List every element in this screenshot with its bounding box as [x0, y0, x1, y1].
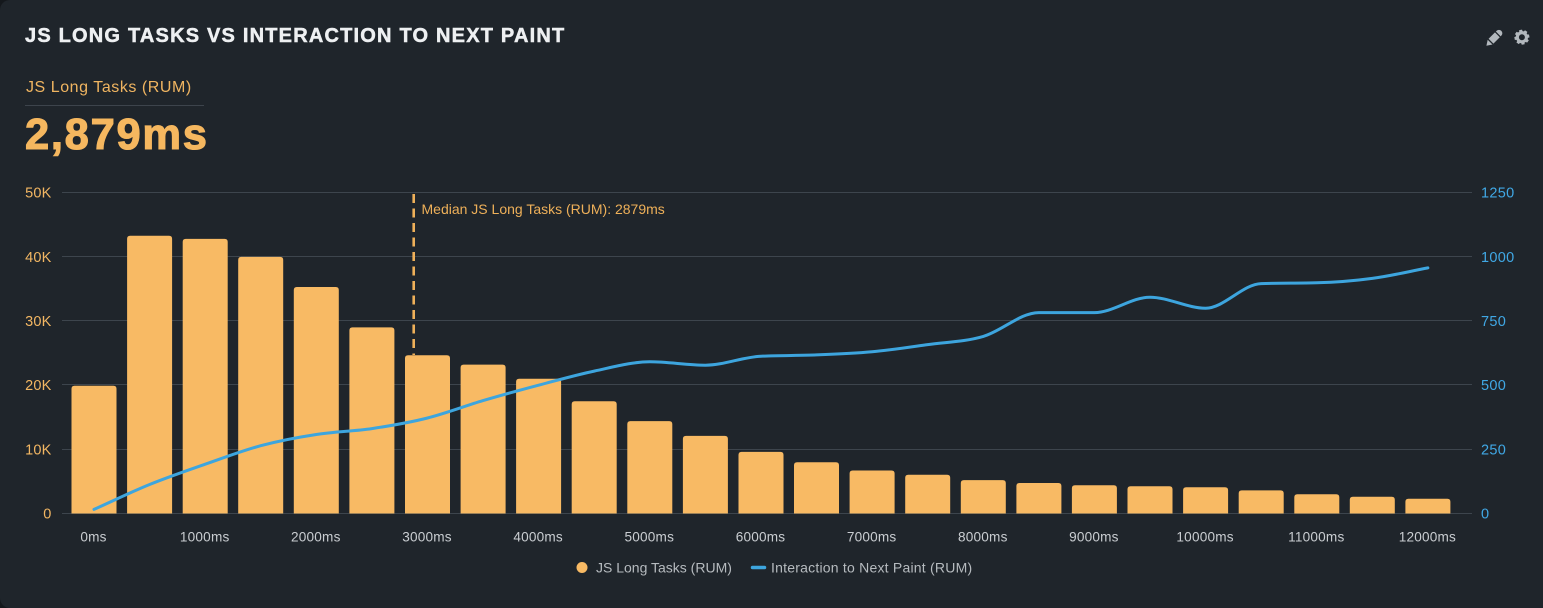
svg-text:30K: 30K: [25, 314, 52, 330]
svg-text:4000ms: 4000ms: [513, 529, 563, 544]
svg-text:12000ms: 12000ms: [1399, 529, 1456, 544]
svg-text:9000ms: 9000ms: [1069, 529, 1119, 544]
svg-text:6000ms: 6000ms: [736, 529, 786, 544]
svg-text:40K: 40K: [25, 250, 52, 266]
svg-text:7000ms: 7000ms: [847, 529, 897, 544]
svg-text:0: 0: [43, 507, 51, 523]
svg-text:Median JS Long Tasks (RUM): 28: Median JS Long Tasks (RUM): 2879ms: [422, 201, 665, 217]
svg-text:500: 500: [1481, 378, 1506, 394]
svg-text:50K: 50K: [25, 186, 52, 202]
svg-text:3000ms: 3000ms: [402, 529, 452, 544]
svg-text:10000ms: 10000ms: [1176, 529, 1233, 544]
svg-text:Interaction to Next Paint (RUM: Interaction to Next Paint (RUM): [771, 560, 972, 576]
svg-text:0: 0: [1481, 507, 1489, 523]
svg-text:11000ms: 11000ms: [1288, 529, 1344, 544]
svg-text:2000ms: 2000ms: [291, 529, 341, 544]
svg-text:20K: 20K: [25, 378, 52, 394]
svg-text:1250: 1250: [1481, 186, 1514, 202]
svg-text:750: 750: [1481, 314, 1506, 330]
svg-text:0ms: 0ms: [80, 529, 106, 544]
svg-text:JS Long Tasks (RUM): JS Long Tasks (RUM): [596, 560, 732, 576]
svg-text:250: 250: [1481, 442, 1506, 458]
svg-text:5000ms: 5000ms: [625, 529, 675, 544]
svg-text:8000ms: 8000ms: [958, 529, 1008, 544]
svg-text:10K: 10K: [25, 442, 52, 458]
svg-text:1000: 1000: [1481, 250, 1514, 266]
svg-text:1000ms: 1000ms: [180, 529, 230, 544]
